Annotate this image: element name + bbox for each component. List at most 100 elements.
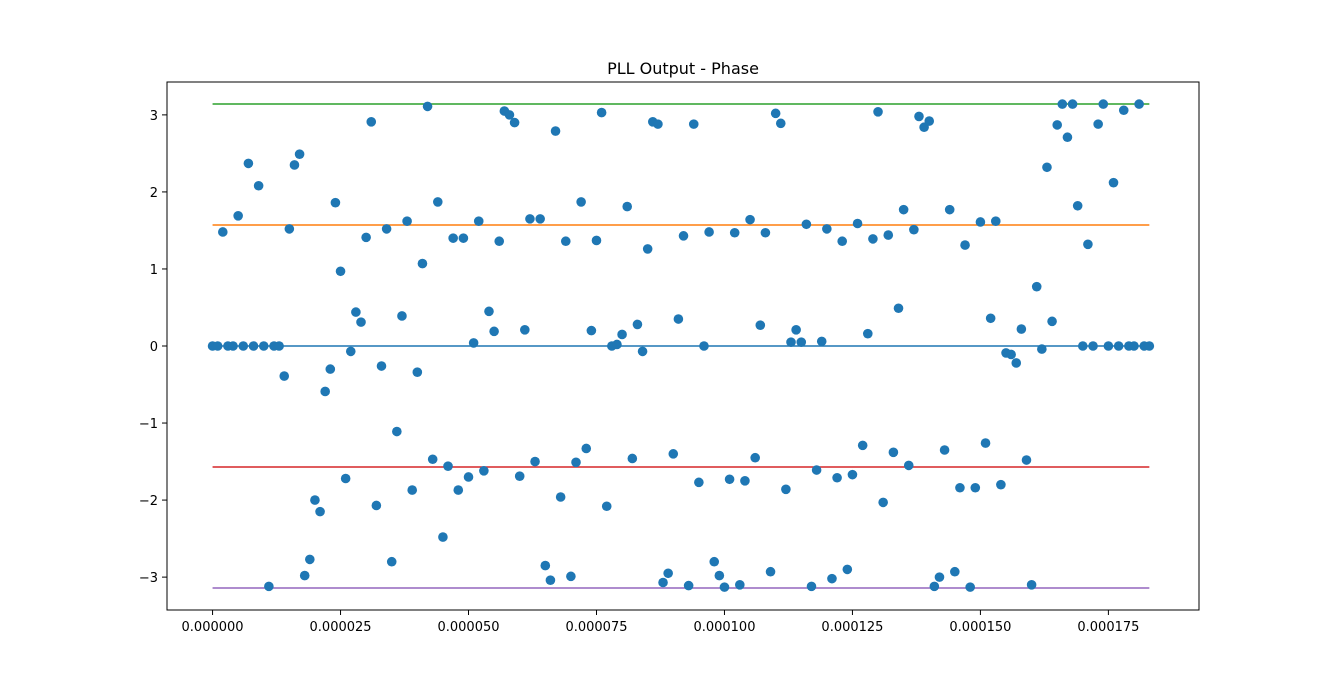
- data-point: [438, 532, 448, 542]
- data-point: [381, 224, 392, 234]
- data-point: [719, 582, 730, 592]
- data-point: [294, 149, 305, 159]
- data-point: [340, 473, 351, 484]
- data-point: [822, 224, 832, 234]
- data-point: [755, 320, 766, 330]
- data-point: [934, 572, 945, 582]
- y-tick-label: 2: [150, 186, 158, 201]
- y-tick-label: 3: [150, 109, 158, 124]
- data-point: [873, 106, 883, 117]
- data-point: [233, 211, 243, 221]
- y-tick-label: 0: [150, 340, 158, 355]
- y-axis: −3 −2 −1 0 1 2 3: [139, 109, 167, 586]
- data-point: [862, 328, 873, 339]
- data-point: [985, 313, 996, 324]
- data-point: [386, 556, 397, 567]
- data-point: [504, 110, 515, 120]
- data-point: [627, 453, 638, 464]
- data-point: [397, 311, 407, 321]
- data-point: [1108, 177, 1119, 188]
- data-point: [740, 476, 750, 486]
- data-point: [796, 337, 807, 347]
- data-point: [1026, 580, 1037, 590]
- data-point: [468, 338, 479, 348]
- data-point: [1083, 239, 1093, 250]
- y-tick-label: 1: [150, 263, 158, 278]
- data-point: [760, 227, 771, 238]
- data-point: [310, 495, 320, 505]
- data-point: [560, 236, 571, 247]
- data-point: [970, 482, 981, 493]
- data-point: [520, 325, 530, 335]
- data-point: [550, 126, 561, 136]
- data-point: [990, 216, 1001, 226]
- data-point: [1098, 99, 1109, 109]
- data-point: [1057, 99, 1068, 109]
- data-point: [217, 227, 228, 237]
- plot-frame: [166, 81, 1200, 611]
- x-axis: 0.000000 0.000025 0.000050 0.000075 0.000100…: [182, 610, 1139, 635]
- data-point: [944, 204, 955, 215]
- data-point: [591, 235, 602, 246]
- data-point: [1129, 341, 1139, 351]
- data-point: [351, 307, 361, 317]
- data-point: [576, 197, 586, 207]
- data-point: [392, 426, 402, 437]
- data-point: [427, 454, 438, 465]
- data-point: [1006, 349, 1016, 360]
- data-point: [1011, 358, 1022, 368]
- data-point: [950, 566, 960, 577]
- data-point: [601, 501, 612, 512]
- data-point: [361, 232, 371, 243]
- data-point: [658, 577, 668, 588]
- data-point: [274, 341, 284, 351]
- data-point: [883, 230, 894, 240]
- data-point: [315, 506, 325, 517]
- data-point: [489, 326, 499, 337]
- data-point: [806, 581, 817, 592]
- data-point: [842, 564, 853, 575]
- data-point: [888, 447, 899, 458]
- data-point: [868, 234, 878, 244]
- x-tick-label: 0.000100: [693, 620, 755, 635]
- data-point: [632, 319, 643, 330]
- data-point: [770, 108, 781, 119]
- data-point: [857, 440, 868, 451]
- reference-lines: [212, 103, 1150, 589]
- data-point: [663, 568, 673, 579]
- data-point: [1037, 344, 1047, 354]
- data-point: [1067, 99, 1078, 109]
- data-point: [791, 325, 801, 335]
- data-point: [1052, 120, 1063, 130]
- data-point: [432, 197, 443, 207]
- data-point: [924, 116, 935, 126]
- data-point: [417, 258, 428, 269]
- data-point: [1103, 341, 1114, 351]
- data-point: [289, 160, 300, 170]
- data-point: [325, 364, 336, 374]
- data-point: [1113, 341, 1124, 351]
- data-point: [709, 556, 720, 567]
- data-point: [535, 214, 545, 224]
- data-point: [678, 231, 689, 241]
- data-point: [530, 456, 540, 467]
- data-point: [376, 361, 387, 371]
- data-point: [1144, 341, 1155, 351]
- x-tick-label: 0.000125: [821, 620, 883, 635]
- data-point: [1047, 316, 1057, 327]
- data-point: [1016, 324, 1027, 334]
- data-point: [939, 445, 950, 455]
- y-tick-label: −3: [139, 571, 158, 586]
- data-point: [975, 217, 986, 227]
- y-tick-label: −1: [139, 417, 158, 432]
- data-point: [335, 266, 346, 277]
- data-point: [1021, 455, 1032, 465]
- data-point: [238, 341, 249, 351]
- data-point: [1072, 200, 1083, 211]
- y-tick-label: −2: [139, 494, 158, 509]
- data-point: [299, 570, 310, 581]
- data-point: [898, 204, 909, 215]
- data-point: [1031, 281, 1042, 292]
- x-tick-label: 0.000000: [182, 620, 244, 635]
